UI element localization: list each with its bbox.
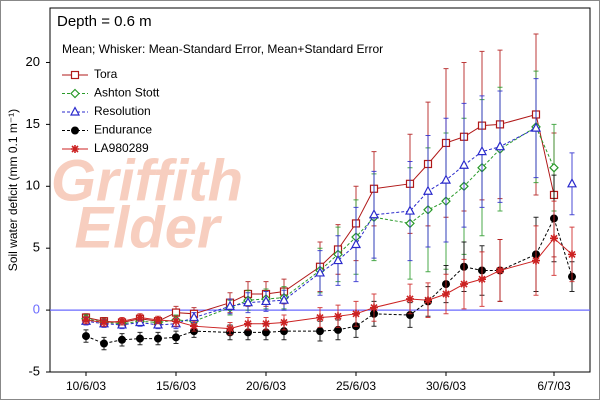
marker — [100, 318, 108, 327]
marker — [118, 317, 126, 326]
marker — [478, 275, 486, 284]
marker — [82, 332, 90, 341]
marker — [477, 145, 487, 156]
marker — [244, 319, 252, 328]
marker — [370, 303, 378, 312]
marker — [316, 313, 324, 322]
marker — [532, 256, 540, 265]
legend-label: LA980289 — [94, 141, 149, 155]
x-tick-label: 30/6/03 — [426, 379, 466, 393]
marker — [100, 339, 108, 348]
marker — [496, 266, 504, 275]
marker — [190, 322, 198, 331]
marker — [189, 311, 199, 322]
marker — [136, 334, 144, 343]
watermark: Elder — [74, 195, 222, 260]
y-tick-label: 15 — [26, 116, 40, 131]
y-tick-label: -5 — [28, 363, 40, 378]
marker — [70, 70, 80, 80]
marker — [334, 312, 342, 321]
marker — [549, 162, 559, 173]
marker — [261, 295, 271, 306]
marker — [406, 294, 414, 303]
marker — [351, 238, 361, 249]
marker — [369, 208, 379, 219]
marker — [243, 296, 253, 307]
series-line — [85, 126, 555, 325]
y-tick-label: 5 — [33, 240, 40, 255]
marker — [460, 280, 468, 289]
marker — [531, 122, 541, 132]
marker — [70, 88, 80, 99]
marker — [568, 250, 576, 259]
x-tick-label: 10/6/03 — [66, 379, 106, 393]
x-tick-label: 25/6/03 — [336, 379, 376, 393]
marker — [550, 234, 558, 243]
legend-label: Resolution — [94, 104, 151, 118]
marker — [279, 294, 289, 304]
legend-label: Ashton Stott — [94, 86, 160, 100]
marker — [423, 185, 433, 195]
y-tick-label: 10 — [26, 178, 40, 193]
y-tick-label: 0 — [33, 302, 40, 317]
marker — [154, 316, 162, 324]
marker — [71, 145, 79, 153]
marker — [424, 296, 432, 305]
marker — [333, 254, 343, 265]
marker — [154, 334, 162, 343]
y-axis-label: Soil water deficit (mm 0.1 m⁻¹) — [6, 109, 20, 271]
marker — [226, 324, 234, 333]
marker — [495, 140, 505, 151]
marker — [82, 316, 90, 324]
marker — [136, 313, 144, 322]
marker — [442, 290, 450, 298]
marker — [567, 178, 577, 188]
marker — [405, 205, 415, 215]
marker — [441, 174, 451, 184]
marker — [70, 106, 80, 116]
plot-area — [49, 7, 591, 373]
marker — [118, 335, 126, 344]
marker — [459, 159, 469, 169]
chart-title: Depth = 0.6 m — [57, 13, 152, 30]
marker — [280, 318, 288, 327]
marker — [262, 319, 270, 328]
x-tick-label: 15/6/03 — [156, 379, 196, 393]
x-tick-label: 20/6/03 — [246, 379, 286, 393]
chart-subtitle: Mean; Whisker: Mean-Standard Error, Mean… — [62, 42, 383, 56]
marker — [352, 309, 360, 318]
legend-label: Endurance — [94, 123, 152, 137]
y-tick-label: 20 — [26, 54, 40, 69]
marker — [225, 300, 235, 310]
marker — [71, 126, 79, 135]
marker — [315, 267, 325, 277]
marker — [316, 327, 324, 336]
watermark: Griffith — [51, 148, 243, 213]
marker — [172, 317, 180, 326]
x-tick-label: 6/7/03 — [537, 379, 571, 393]
legend-label: Tora — [94, 67, 118, 81]
marker — [172, 333, 180, 342]
